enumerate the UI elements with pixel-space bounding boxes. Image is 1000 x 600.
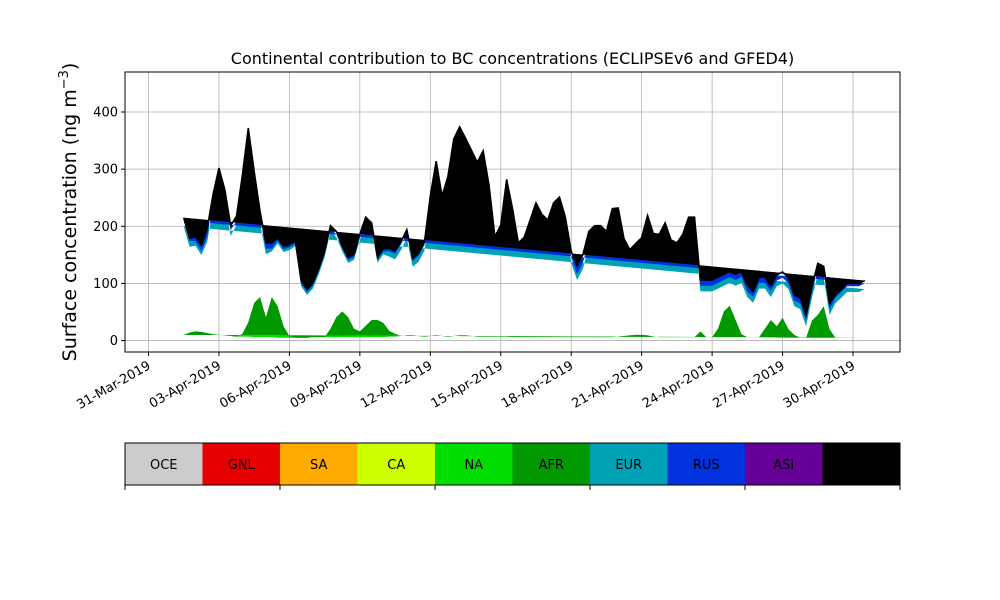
- y-tick-label: 400: [93, 106, 118, 121]
- area-afr: [183, 297, 865, 338]
- area-rus: [183, 129, 865, 321]
- legend-swatch-afr: [512, 443, 590, 485]
- legend-label-ca: CA: [387, 458, 405, 473]
- y-tick-label: 100: [93, 277, 118, 292]
- legend-frame: [124, 442, 901, 486]
- legend-label-sa: SA: [310, 458, 327, 473]
- legend-label-na: NA: [464, 458, 483, 473]
- total-line: [182, 125, 866, 318]
- y-tick-label: 200: [93, 220, 118, 235]
- legend-swatch-gnl: [202, 443, 280, 485]
- legend-swatch-sa: [280, 443, 358, 485]
- y-axis-label-close: ): [59, 63, 81, 70]
- chart-title: Continental contribution to BC concentra…: [231, 49, 794, 68]
- y-axis-label: Surface concentration (ng m−3): [57, 63, 81, 362]
- legend-label-asi: ASI: [773, 458, 794, 473]
- y-tick-label: 0: [110, 334, 118, 349]
- plot-frame: [124, 71, 901, 353]
- legend-swatch-oce: [125, 443, 203, 485]
- y-axis-label-superscript: −3: [57, 70, 72, 89]
- legend-label-rus: RUS: [693, 458, 720, 473]
- stacked-areas: [182, 125, 866, 338]
- legend-label-eur: EUR: [615, 458, 642, 473]
- legend-swatch-aus: [822, 443, 900, 485]
- y-axis: 0 100 200 300 400: [93, 106, 125, 349]
- area-na: [183, 331, 865, 338]
- legend-label-gnl: GNL: [228, 458, 256, 473]
- legend-swatch-eur: [590, 443, 668, 485]
- legend-colorbar: OCE GNL SA CA NA AFR EUR RUS ASI AUS: [124, 442, 901, 490]
- legend-swatch-asi: [745, 443, 823, 485]
- legend-label-oce: OCE: [150, 458, 178, 473]
- legend-label-aus: AUS: [848, 458, 875, 473]
- y-axis-label-main: Surface concentration (ng m: [59, 89, 81, 361]
- legend-swatch-rus: [667, 443, 745, 485]
- legend-swatch-ca: [357, 443, 435, 485]
- legend-label-afr: AFR: [539, 458, 564, 473]
- y-tick-label: 300: [93, 163, 118, 178]
- legend-swatch-na: [435, 443, 513, 485]
